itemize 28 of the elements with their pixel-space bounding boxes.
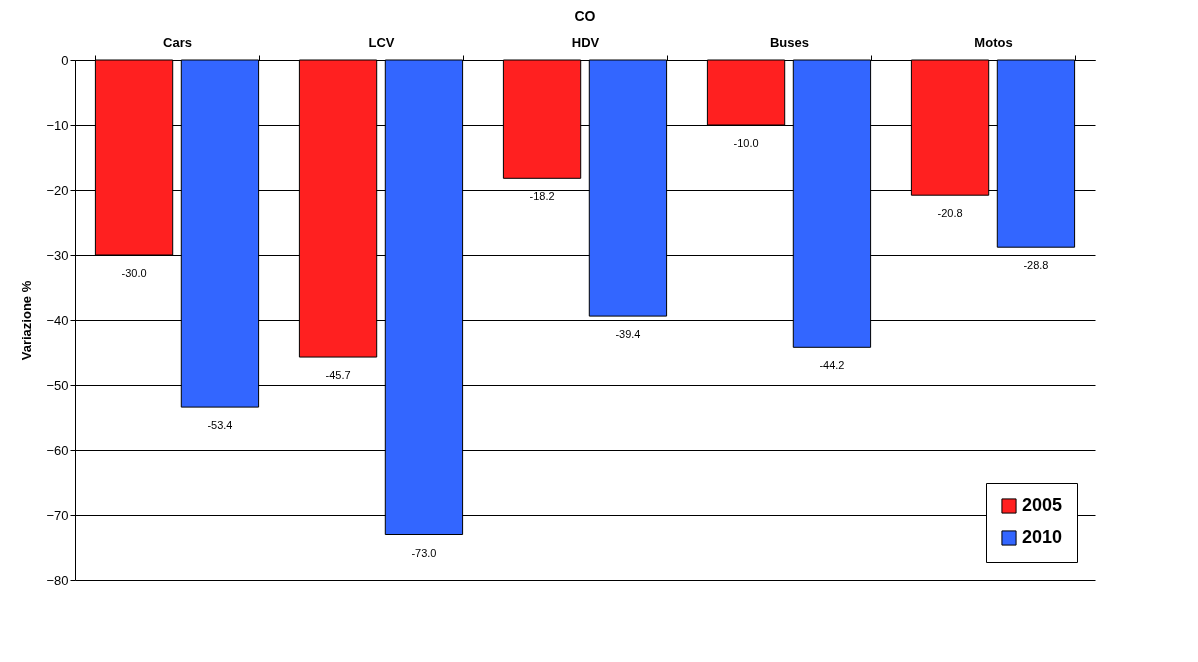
y-tick-label: −10 — [46, 117, 69, 133]
data-label: -28.8 — [1023, 259, 1049, 272]
x-tick-label: Buses — [769, 34, 810, 50]
x-tick-label: LCV — [368, 34, 395, 50]
x-tick-label: Cars — [163, 34, 192, 50]
data-label: -73.0 — [411, 546, 437, 559]
y-tick-label: −50 — [46, 377, 69, 393]
data-label: -10.0 — [733, 137, 759, 149]
y-tick-label: −70 — [46, 507, 69, 523]
legend-label: 2005 — [1022, 495, 1063, 515]
data-label: -18.2 — [529, 190, 555, 203]
x-tick-label: Motos — [974, 34, 1013, 50]
data-label: -20.8 — [937, 207, 963, 220]
legend-label: 2010 — [1022, 527, 1063, 547]
y-tick-label: 0 — [61, 52, 69, 68]
y-tick-label: −20 — [46, 182, 69, 198]
data-label: -53.4 — [207, 419, 233, 432]
chart-title: CO — [574, 8, 596, 24]
y-tick-label: −80 — [46, 572, 69, 588]
y-tick-label: −60 — [46, 442, 69, 458]
data-label: -44.2 — [819, 359, 845, 372]
y-axis-title: Variazione % — [19, 280, 35, 361]
x-tick-label: HDV — [571, 34, 600, 50]
data-label: -39.4 — [615, 328, 641, 341]
data-label: -45.7 — [325, 369, 351, 382]
y-tick-label: −40 — [46, 312, 69, 328]
y-tick-label: −30 — [46, 247, 69, 263]
data-label: -30.0 — [121, 267, 147, 279]
